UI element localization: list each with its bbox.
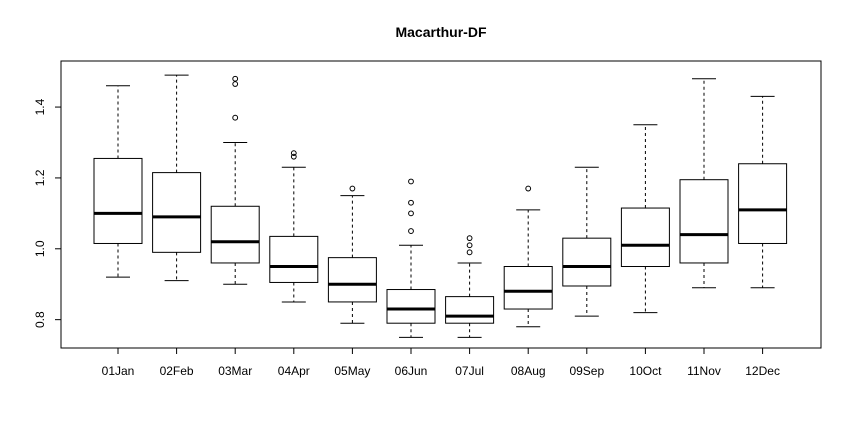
outlier-point <box>349 185 356 192</box>
outlier-point <box>408 178 414 185</box>
iqr-box <box>327 257 377 303</box>
outlier-point <box>408 199 414 206</box>
iqr-box <box>269 235 319 283</box>
x-tick-label: 04Apr <box>278 364 310 378</box>
iqr-box <box>503 266 553 310</box>
y-axis: 0.8 1.0 1.2 1.4 <box>33 98 61 328</box>
x-tick-label: 09Sep <box>569 364 604 378</box>
box-08Aug <box>503 185 553 328</box>
box-11Nov <box>679 78 729 289</box>
outlier-point <box>408 228 414 234</box>
box-06Jun <box>386 178 436 338</box>
outlier-point <box>232 81 239 87</box>
box-12Dec <box>738 95 788 289</box>
outlier-point <box>408 210 414 217</box>
y-tick-label: 1.0 <box>33 240 47 257</box>
chart-title: Macarthur-DF <box>395 24 486 40</box>
x-tick-label: 07Jul <box>455 364 484 378</box>
box-07Jul <box>445 235 495 338</box>
y-tick-label: 0.8 <box>33 311 47 328</box>
iqr-box <box>386 289 436 324</box>
x-tick-label: 05May <box>334 364 370 378</box>
x-tick-label: 08Aug <box>511 364 546 378</box>
x-axis: 01Jan 02Feb 03Mar 04Apr 05May 06Jun 07Jul 08Aug… <box>102 348 780 378</box>
x-tick-label: 02Feb <box>160 364 194 378</box>
box-05May <box>327 185 377 324</box>
x-tick-label: 10Oct <box>629 364 662 378</box>
box-03Mar <box>210 75 260 285</box>
box-10Oct <box>620 124 670 314</box>
box-series <box>93 74 788 338</box>
iqr-box <box>93 157 143 244</box>
outlier-point <box>290 150 297 157</box>
x-tick-label: 01Jan <box>102 364 135 378</box>
x-tick-label: 06Jun <box>395 364 428 378</box>
box-04Apr <box>269 150 319 303</box>
box-09Sep <box>562 166 612 317</box>
iqr-box <box>738 163 788 244</box>
iqr-box <box>152 172 202 253</box>
x-tick-label: 12Dec <box>745 364 780 378</box>
iqr-box <box>210 205 260 264</box>
box-01Jan <box>93 85 143 278</box>
iqr-box <box>620 207 670 268</box>
y-tick-label: 1.2 <box>33 169 47 186</box>
y-tick-label: 1.4 <box>33 98 47 115</box>
x-tick-label: 11Nov <box>687 364 721 378</box>
outlier-point <box>232 114 239 121</box>
iqr-box <box>445 296 495 324</box>
plot-frame <box>60 60 822 349</box>
outlier-point <box>232 75 239 82</box>
box-02Feb <box>152 74 202 282</box>
iqr-box <box>679 179 729 264</box>
outlier-point <box>466 242 473 249</box>
outlier-point <box>466 235 473 242</box>
iqr-box <box>562 237 612 287</box>
outlier-point <box>525 185 532 192</box>
x-tick-label: 03Mar <box>218 364 252 378</box>
outlier-point <box>466 249 473 256</box>
outlier-point <box>290 153 297 160</box>
